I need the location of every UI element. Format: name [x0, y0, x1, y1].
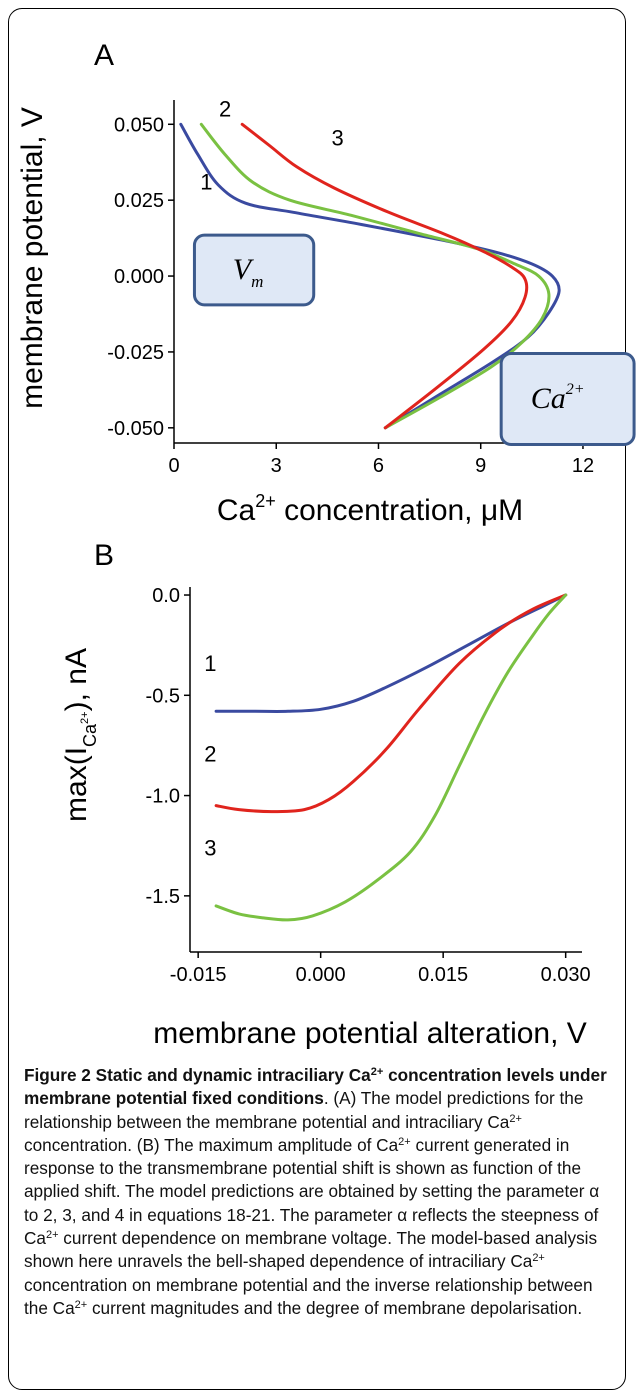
chart-b-y-tick-label: -1.5	[146, 886, 180, 908]
chart-a-series-1-line	[179, 122, 561, 430]
chart-a-y-tick-label: -0.025	[107, 342, 164, 364]
chart-a-series-3-line	[240, 122, 529, 430]
chart-b-curve-label-1: 1	[204, 651, 216, 676]
panel-letter-a: A	[94, 39, 114, 72]
chart-a-vm-box	[192, 233, 316, 307]
chart-b-x-tick-label: 0.015	[418, 964, 468, 986]
chart-a-y-tick-label: -0.050	[107, 418, 164, 440]
chart-b-y-tick-label: -1.0	[146, 786, 180, 808]
chart-b-curve-label-3: 3	[204, 836, 216, 861]
chart-a-x-tick-label: 6	[373, 455, 384, 477]
panel-letter-b: B	[94, 539, 114, 572]
figure-frame	[8, 8, 626, 1390]
chart-a-ca-box	[499, 351, 636, 447]
chart-b-series-2-line	[214, 593, 568, 814]
chart-a-ca-box-label: Ca2+	[531, 381, 585, 415]
chart-a-y-tick-label: 0.050	[114, 114, 164, 136]
chart-a-y-tick-label: 0.000	[114, 266, 164, 288]
chart-a-x-tick-label: 0	[168, 455, 179, 477]
chart-a-x-tick-label: 9	[475, 455, 486, 477]
chart-b-y-axis-title: max(ICa2+), nA	[60, 648, 100, 822]
caption-title: Static and dynamic intraciliary Ca2+ con…	[24, 1065, 607, 1109]
chart-b-series-1-line	[214, 593, 568, 713]
chart-b-x-tick-label: 0.000	[296, 964, 346, 986]
chart-b-curve-label-2: 2	[204, 741, 216, 766]
figure-caption: Figure 2 Static and dynamic intraciliary…	[24, 1064, 614, 1320]
chart-b: -0.015 0.000 0.015 0.030 0.0 -0.5 -1.0 -1.5 1 2 3…	[60, 585, 591, 1050]
chart-b-series-3-line	[214, 593, 568, 922]
chart-a-x-tick-label: 12	[572, 455, 594, 477]
chart-a-x-tick-label: 3	[271, 455, 282, 477]
chart-a-vm-box-label: Vm	[233, 253, 264, 291]
chart-b-x-tick-label: -0.015	[170, 964, 227, 986]
chart-a-curve-label-1: 1	[200, 170, 212, 195]
chart-b-y-tick-label: 0.0	[152, 585, 180, 607]
chart-a-curve-label-2: 2	[219, 97, 231, 122]
chart-a-x-axis-title: Ca2+ concentration, μM	[217, 491, 523, 527]
chart-b-x-tick-label: 0.030	[541, 964, 591, 986]
caption-body: . (A) The model predictions for the rela…	[24, 1088, 600, 1318]
chart-a-curve-label-3: 3	[331, 126, 343, 151]
chart-a-y-tick-label: 0.025	[114, 190, 164, 212]
chart-b-x-axis-title: membrane potential alteration, V	[153, 1017, 587, 1050]
chart-b-y-tick-label: -0.5	[146, 685, 180, 707]
caption-figure-label: Figure 2	[24, 1065, 91, 1085]
chart-a-y-axis-title: membrane potential, V	[16, 107, 49, 409]
